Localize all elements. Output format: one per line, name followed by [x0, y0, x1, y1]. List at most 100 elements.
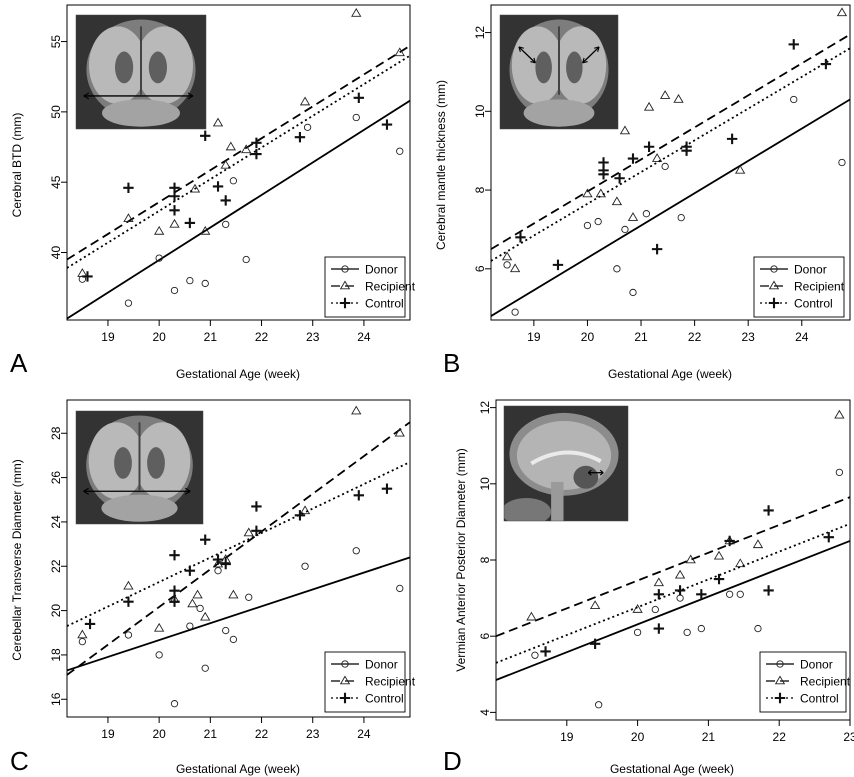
legend-marker-recipient: [339, 280, 351, 290]
caliper-arrow-heads: [83, 92, 194, 100]
x-tick-label: 20: [631, 730, 645, 744]
data-point-control: [294, 510, 306, 521]
data-point-control: [353, 92, 365, 104]
data-point-recipient: [611, 196, 623, 206]
data-point-donor: [677, 213, 685, 222]
data-point-recipient: [834, 409, 845, 419]
data-point-donor: [196, 604, 204, 613]
data-point-recipient: [685, 554, 696, 564]
mri-cerebellum: [102, 99, 180, 127]
data-point-donor: [725, 590, 734, 598]
data-point-donor: [697, 624, 705, 633]
x-tick-label: 21: [204, 727, 218, 741]
data-point-control: [681, 145, 692, 156]
legend-marker-recipient: [339, 675, 351, 685]
legend-box: [324, 256, 406, 318]
data-point-control: [651, 243, 663, 255]
data-point-control: [123, 596, 134, 607]
data-point-donor: [222, 220, 230, 229]
data-point-recipient: [153, 225, 165, 235]
data-point-control: [200, 534, 211, 545]
data-point-donor: [531, 651, 539, 659]
data-point-donor: [396, 584, 404, 593]
brain-mri-inset-image: [75, 410, 204, 525]
data-point-recipient: [501, 251, 513, 261]
data-point-control: [589, 638, 601, 650]
caliper-arrow-heads: [83, 487, 191, 495]
series-control: [491, 39, 850, 271]
fit-line-control: [67, 54, 410, 269]
x-tick-label: 21: [702, 730, 716, 744]
x-tick-label: 24: [357, 330, 371, 344]
x-axis-label: Gestational Age (week): [176, 367, 300, 381]
x-tick-label: 23: [306, 330, 320, 344]
data-point-recipient: [228, 589, 239, 599]
caliper-arrow-head: [582, 57, 588, 64]
x-tick-label: 20: [152, 330, 166, 344]
data-point-recipient: [582, 188, 593, 198]
data-point-recipient: [77, 268, 88, 277]
mri-left-ventricle: [535, 51, 552, 84]
legend-marker-donor: [341, 265, 349, 273]
data-point-donor: [754, 624, 762, 633]
data-point-control: [674, 585, 686, 596]
y-tick-label: 8: [473, 186, 487, 193]
data-point-control: [251, 501, 262, 512]
data-point-recipient: [77, 629, 88, 639]
data-point-donor: [170, 286, 179, 295]
data-point-donor: [583, 221, 592, 230]
data-point-recipient: [225, 141, 236, 151]
fit-line-recipient: [67, 45, 410, 261]
data-point-recipient: [123, 213, 134, 223]
legend-label-recipient: Recipient: [794, 280, 845, 294]
x-axis-label: Gestational Age (week): [176, 762, 300, 776]
brain-mri-inset-image: [499, 14, 619, 130]
x-tick-label: 22: [255, 330, 269, 344]
data-point-donor: [155, 254, 163, 262]
data-point-donor: [790, 95, 798, 104]
x-tick-label: 19: [101, 727, 115, 741]
y-tick-label: 4: [478, 709, 492, 716]
data-point-recipient: [735, 558, 746, 568]
data-point-control: [724, 535, 735, 547]
plot-frame: [490, 4, 851, 321]
panel-c: 19 20 21 22 23 24 16 18 20 22 24 26 28 Gestational Ag…: [10, 399, 416, 776]
data-point-control: [200, 130, 211, 141]
legend-box: [324, 651, 406, 713]
data-point-control: [220, 558, 231, 570]
x-tick-label: 23: [742, 330, 756, 344]
data-point-recipient: [659, 90, 671, 99]
data-point-recipient: [713, 550, 725, 560]
mri-brainstem: [551, 481, 564, 521]
mri-face: [504, 498, 552, 521]
data-point-recipient: [212, 558, 224, 568]
fit-line-control: [67, 461, 410, 627]
y-tick-label: 20: [49, 604, 63, 618]
legend-marker-donor: [341, 660, 349, 668]
data-point-recipient: [299, 505, 311, 515]
x-tick-label: 24: [357, 727, 371, 741]
legend-marker-donor: [770, 265, 778, 273]
data-point-control: [381, 119, 393, 130]
data-point-control: [169, 596, 180, 607]
mri-right-ventricle: [147, 447, 165, 479]
panel-letter: B: [443, 348, 460, 378]
data-point-recipient: [351, 7, 362, 17]
fit-line-recipient: [67, 421, 410, 676]
plot-area: [67, 7, 410, 320]
data-point-donor: [676, 594, 684, 602]
y-axis-label: Cerebellar Transverse Diameter (mm): [10, 459, 24, 660]
data-point-control: [696, 589, 707, 600]
data-point-control: [820, 58, 832, 70]
legend-label-donor: Donor: [800, 658, 833, 672]
data-point-control: [294, 131, 306, 143]
y-tick-label: 22: [49, 559, 63, 573]
data-point-control: [614, 173, 625, 184]
data-point-donor: [301, 562, 309, 570]
data-point-donor: [642, 210, 651, 218]
x-tick-label: 21: [204, 330, 218, 344]
legend-label-donor: Donor: [365, 658, 398, 672]
legend-label-donor: Donor: [365, 263, 398, 277]
y-tick-label: 6: [478, 633, 492, 640]
data-point-recipient: [153, 622, 165, 632]
